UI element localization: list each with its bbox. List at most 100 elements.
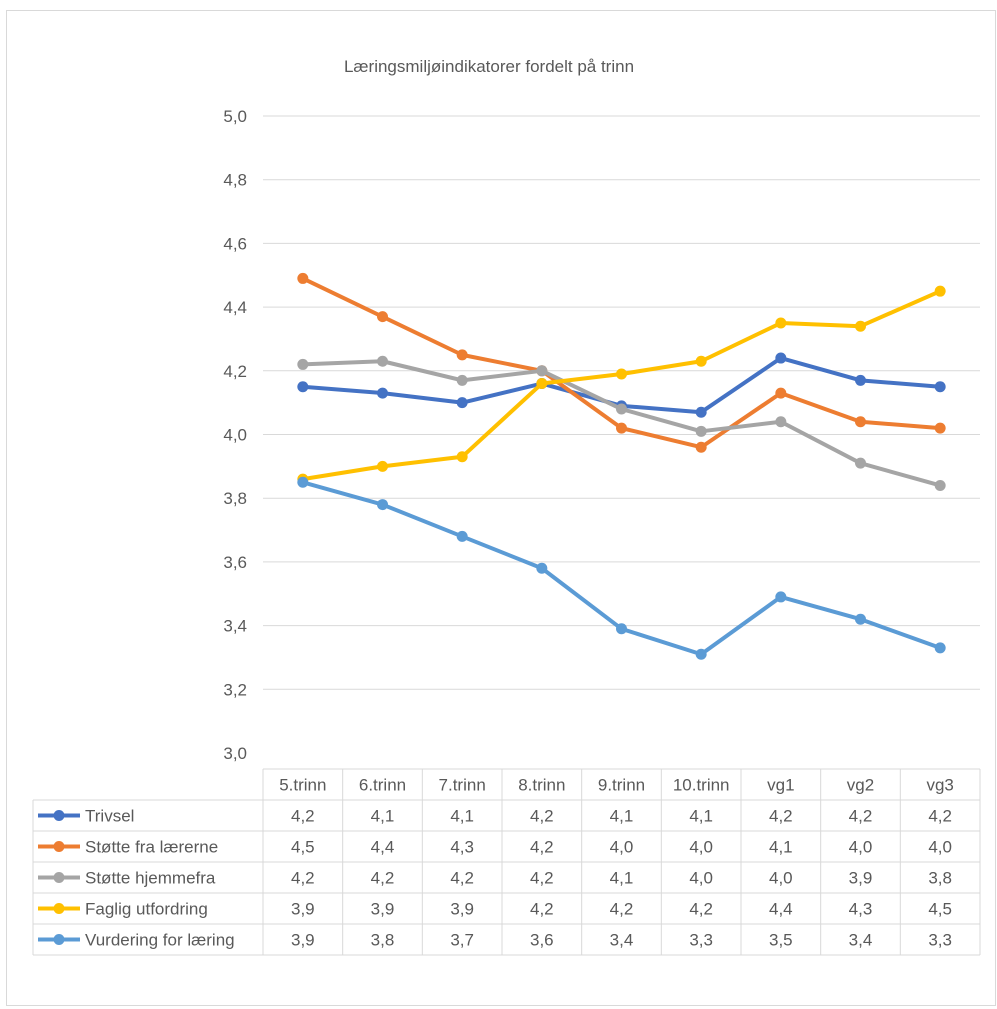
data-point	[456, 349, 468, 361]
x-tick-label: vg3	[926, 776, 953, 795]
data-point	[377, 311, 388, 323]
data-point	[695, 441, 707, 453]
data-point	[934, 642, 946, 654]
table-cell-value: 4,0	[689, 838, 713, 857]
table-cell-value: 4,1	[769, 838, 793, 857]
gridlines	[263, 115, 980, 690]
data-point	[775, 317, 787, 329]
chart-frame	[6, 10, 996, 1006]
legend-key-marker	[53, 934, 65, 945]
series-støtte-hjemmefra	[297, 355, 946, 491]
legend-key-marker	[53, 872, 65, 883]
table-cell-value: 4,2	[849, 807, 873, 826]
table-cell-value: 4,0	[610, 838, 634, 857]
table-cell-value: 4,2	[450, 869, 474, 888]
data-point	[616, 422, 627, 434]
y-tick-label: 4,0	[223, 426, 247, 445]
y-tick-label: 3,0	[223, 744, 247, 763]
y-tick-label: 3,4	[223, 617, 247, 636]
x-tick-label: 7.trinn	[439, 776, 486, 795]
table-cell-value: 4,1	[689, 807, 713, 826]
data-point	[934, 285, 946, 297]
table-cell-value: 4,2	[928, 807, 952, 826]
data-point	[616, 623, 627, 635]
data-point	[297, 381, 309, 393]
table-cell-value: 4,4	[769, 900, 793, 919]
table-cell-value: 4,2	[371, 869, 395, 888]
legend-series-name: Trivsel	[85, 807, 134, 826]
legend-series-name: Støtte hjemmefra	[85, 869, 216, 888]
table-cell-value: 3,5	[769, 931, 793, 950]
data-point	[536, 562, 548, 574]
chart-title: Læringsmiljøindikatorer fordelt på trinn	[344, 57, 634, 76]
table-cell-value: 3,6	[530, 931, 554, 950]
data-point	[855, 374, 866, 386]
data-point	[775, 416, 787, 428]
table-cell-value: 4,2	[530, 838, 554, 857]
table-cell-value: 3,3	[689, 931, 713, 950]
y-tick-label: 4,8	[223, 171, 247, 190]
table-cell-value: 4,0	[928, 838, 952, 857]
y-tick-label: 4,6	[223, 234, 247, 253]
y-tick-label: 5,0	[223, 107, 247, 126]
y-tick-label: 4,4	[223, 298, 247, 317]
legend-key-marker	[53, 810, 65, 821]
legend-series-name: Faglig utfordring	[85, 900, 208, 919]
data-point	[377, 387, 388, 399]
data-point	[297, 358, 309, 370]
table-cell-value: 3,9	[291, 900, 315, 919]
table-cell-value: 4,2	[530, 869, 554, 888]
table-cell-value: 3,8	[928, 869, 952, 888]
data-point	[297, 476, 309, 488]
table-cell-value: 4,5	[291, 838, 315, 857]
y-axis-tick-labels: 3,0 3,2 3,4 3,6 3,8 4,0 4,2 4,4 4,6 4,8 5,0	[223, 107, 247, 763]
series-faglig-utfordring	[297, 285, 946, 485]
y-tick-label: 3,2	[223, 680, 247, 699]
data-table: 5.trinn 6.trinn 7.trinn 8.trinn 9.trinn 10.tr…	[32, 768, 981, 956]
table-cell-value: 4,1	[610, 869, 634, 888]
table-cell-value: 4,1	[371, 807, 395, 826]
table-cell-value: 4,3	[450, 838, 474, 857]
data-point	[456, 451, 468, 463]
legend-key-marker	[53, 841, 65, 852]
table-cell-value: 4,3	[849, 900, 873, 919]
series-vurdering-for-læring	[297, 476, 946, 660]
table-cell-value: 3,9	[371, 900, 395, 919]
table-cell-value: 4,2	[291, 807, 315, 826]
data-point	[377, 355, 388, 367]
data-point	[934, 479, 946, 491]
series-line	[302, 289, 941, 482]
table-cell-value: 3,7	[450, 931, 474, 950]
table-cell-value: 3,9	[849, 869, 873, 888]
data-point	[536, 378, 548, 390]
x-tick-label: vg2	[847, 776, 874, 795]
y-tick-label: 3,8	[223, 489, 247, 508]
table-cell-value: 3,9	[450, 900, 474, 919]
table-cell-value: 3,3	[928, 931, 952, 950]
table-cell-value: 4,1	[450, 807, 474, 826]
table-cell-value: 4,1	[610, 807, 634, 826]
data-point	[536, 365, 548, 377]
table-cell-value: 4,0	[849, 838, 873, 857]
data-point	[775, 352, 787, 364]
data-point	[855, 613, 866, 625]
table-cell-value: 4,2	[530, 900, 554, 919]
data-point	[297, 272, 309, 284]
data-point	[695, 648, 707, 660]
data-point	[377, 460, 388, 472]
legend-series-name: Støtte fra lærerne	[85, 838, 218, 857]
x-tick-label: vg1	[767, 776, 794, 795]
x-tick-label: 5.trinn	[279, 776, 326, 795]
legend-series-name: Vurdering for læring	[85, 931, 235, 950]
series-lines	[297, 272, 946, 660]
x-tick-label: 10.trinn	[673, 776, 730, 795]
data-point	[934, 381, 946, 393]
table-cell-value: 4,2	[769, 807, 793, 826]
table-cell-value: 3,4	[610, 931, 634, 950]
data-point	[934, 422, 946, 434]
table-cell-value: 3,4	[849, 931, 873, 950]
data-point	[616, 368, 627, 380]
legend-key-marker	[53, 903, 65, 914]
table-cell-value: 3,9	[291, 931, 315, 950]
